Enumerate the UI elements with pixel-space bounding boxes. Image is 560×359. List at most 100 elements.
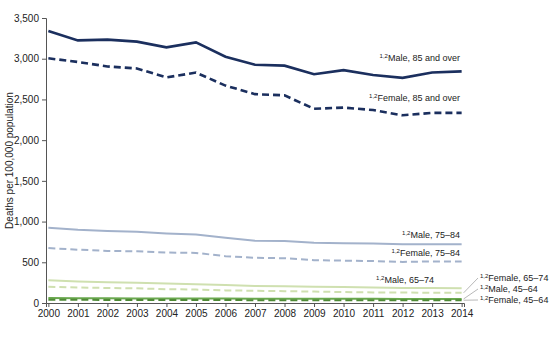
series-label: 1,2Male, 85 and over (380, 53, 460, 63)
x-tick: 2002 (97, 303, 120, 319)
y-tick: 3,000 (14, 53, 46, 64)
y-axis: 0 500 1,000 1,500 2,000 2,500 3,000 3,500 (14, 13, 47, 309)
x-tick: 2005 (185, 303, 208, 319)
leader-line (464, 289, 478, 299)
x-tick-mark (78, 303, 79, 307)
y-tick-label: 0 (33, 298, 39, 309)
y-tick: 2,500 (14, 94, 46, 105)
x-tick: 2014 (451, 303, 474, 319)
x-tick: 2010 (333, 303, 356, 319)
x-tick-mark (285, 303, 286, 307)
series-label: 1,2Female, 85 and over (369, 93, 460, 103)
leader-line (464, 300, 478, 301)
y-tick-mark (42, 262, 46, 263)
x-tick-mark (255, 303, 256, 307)
x-tick-mark (462, 303, 463, 307)
y-tick-mark (42, 59, 46, 60)
x-tick-label: 2014 (451, 308, 474, 319)
x-tick-mark (48, 303, 49, 307)
series-label: 1,2Male, 65–74 (376, 275, 434, 285)
x-tick-label: 2006 (215, 308, 238, 319)
y-axis-title: Deaths per 100,000 population (4, 92, 15, 229)
series-name: Female, 45–64 (488, 295, 548, 305)
y-tick-mark (42, 181, 46, 182)
series-line (48, 299, 461, 301)
y-tick-mark (42, 222, 46, 223)
y-axis-line (42, 19, 47, 304)
x-tick-mark (314, 303, 315, 307)
series-line (48, 287, 461, 293)
x-tick-label: 2005 (185, 308, 208, 319)
x-tick-label: 2004 (156, 308, 179, 319)
series-name: Female, 75–84 (400, 248, 460, 258)
series-name: Male, 45–64 (488, 284, 538, 294)
x-axis: 2000 2001 2002 2003 2004 2005 2006 2007 2008 2009… (38, 303, 474, 319)
series-label: 1,2Female, 45–64 (480, 295, 548, 305)
x-tick: 2009 (303, 303, 326, 319)
chart: 05001,0001,5002,0002,5003,0003,500200020… (0, 0, 560, 359)
x-tick: 2004 (156, 303, 179, 319)
x-tick-label: 2003 (126, 308, 149, 319)
x-tick-label: 2002 (97, 308, 120, 319)
series-label: 1,2Male, 45–64 (480, 284, 538, 294)
x-tick: 2013 (421, 303, 444, 319)
y-tick-mark (42, 18, 46, 19)
series-name: Female, 85 and over (377, 93, 460, 103)
x-tick: 2011 (363, 303, 385, 319)
x-tick: 2000 (38, 303, 61, 319)
series-label: 1,2Female, 65–74 (480, 273, 548, 283)
x-tick: 2001 (67, 303, 90, 319)
series-name: Male, 65–74 (384, 275, 434, 285)
x-tick-mark (107, 303, 108, 307)
x-tick: 2003 (126, 303, 149, 319)
x-tick-label: 2010 (333, 308, 356, 319)
x-tick: 2012 (392, 303, 415, 319)
y-tick-mark (42, 99, 46, 100)
y-tick: 0 (33, 298, 46, 309)
y-tick-label: 1,500 (14, 176, 39, 187)
x-axis-line (47, 304, 465, 308)
x-tick-mark (166, 303, 167, 307)
x-tick-label: 2009 (303, 308, 326, 319)
y-tick-label: 3,000 (14, 53, 39, 64)
x-tick-mark (225, 303, 226, 307)
x-tick: 2008 (274, 303, 297, 319)
x-tick-mark (196, 303, 197, 307)
series-name: Male, 75–84 (410, 230, 460, 240)
y-tick-label: 2,000 (14, 135, 39, 146)
series-line (48, 58, 461, 115)
y-tick: 1,000 (14, 216, 46, 227)
x-tick-mark (344, 303, 345, 307)
x-tick-label: 2012 (392, 308, 415, 319)
y-tick-label: 2,500 (14, 94, 39, 105)
y-tick-label: 500 (22, 257, 39, 268)
x-tick-mark (137, 303, 138, 307)
series-line (48, 31, 461, 78)
y-tick: 3,500 (14, 13, 46, 24)
series-line (48, 297, 461, 300)
x-tick-label: 2011 (363, 308, 385, 319)
x-tick-label: 2007 (244, 308, 267, 319)
series-label: 1,2Female, 75–84 (392, 248, 460, 258)
x-tick-mark (403, 303, 404, 307)
y-tick-label: 3,500 (14, 13, 39, 24)
y-tick: 1,500 (14, 176, 46, 187)
x-tick-label: 2008 (274, 308, 297, 319)
x-tick-label: 2001 (67, 308, 90, 319)
y-tick-label: 1,000 (14, 216, 39, 227)
series-labels: 1,2Male, 85 and over 1,2Female, 85 and ov… (369, 53, 548, 305)
y-tick-mark (42, 140, 46, 141)
series-line (48, 228, 461, 245)
y-tick: 2,000 (14, 135, 46, 146)
x-tick: 2006 (215, 303, 238, 319)
series-label: 1,2Male, 75–84 (402, 230, 460, 240)
lines (48, 31, 461, 300)
series-name: Male, 85 and over (388, 53, 460, 63)
series-name: Female, 65–74 (488, 273, 548, 283)
y-tick: 500 (22, 257, 46, 268)
series-line (48, 248, 461, 262)
x-tick-mark (373, 303, 374, 307)
x-tick-label: 2013 (421, 308, 444, 319)
y-tick-mark (42, 303, 46, 304)
x-tick-label: 2000 (38, 308, 61, 319)
